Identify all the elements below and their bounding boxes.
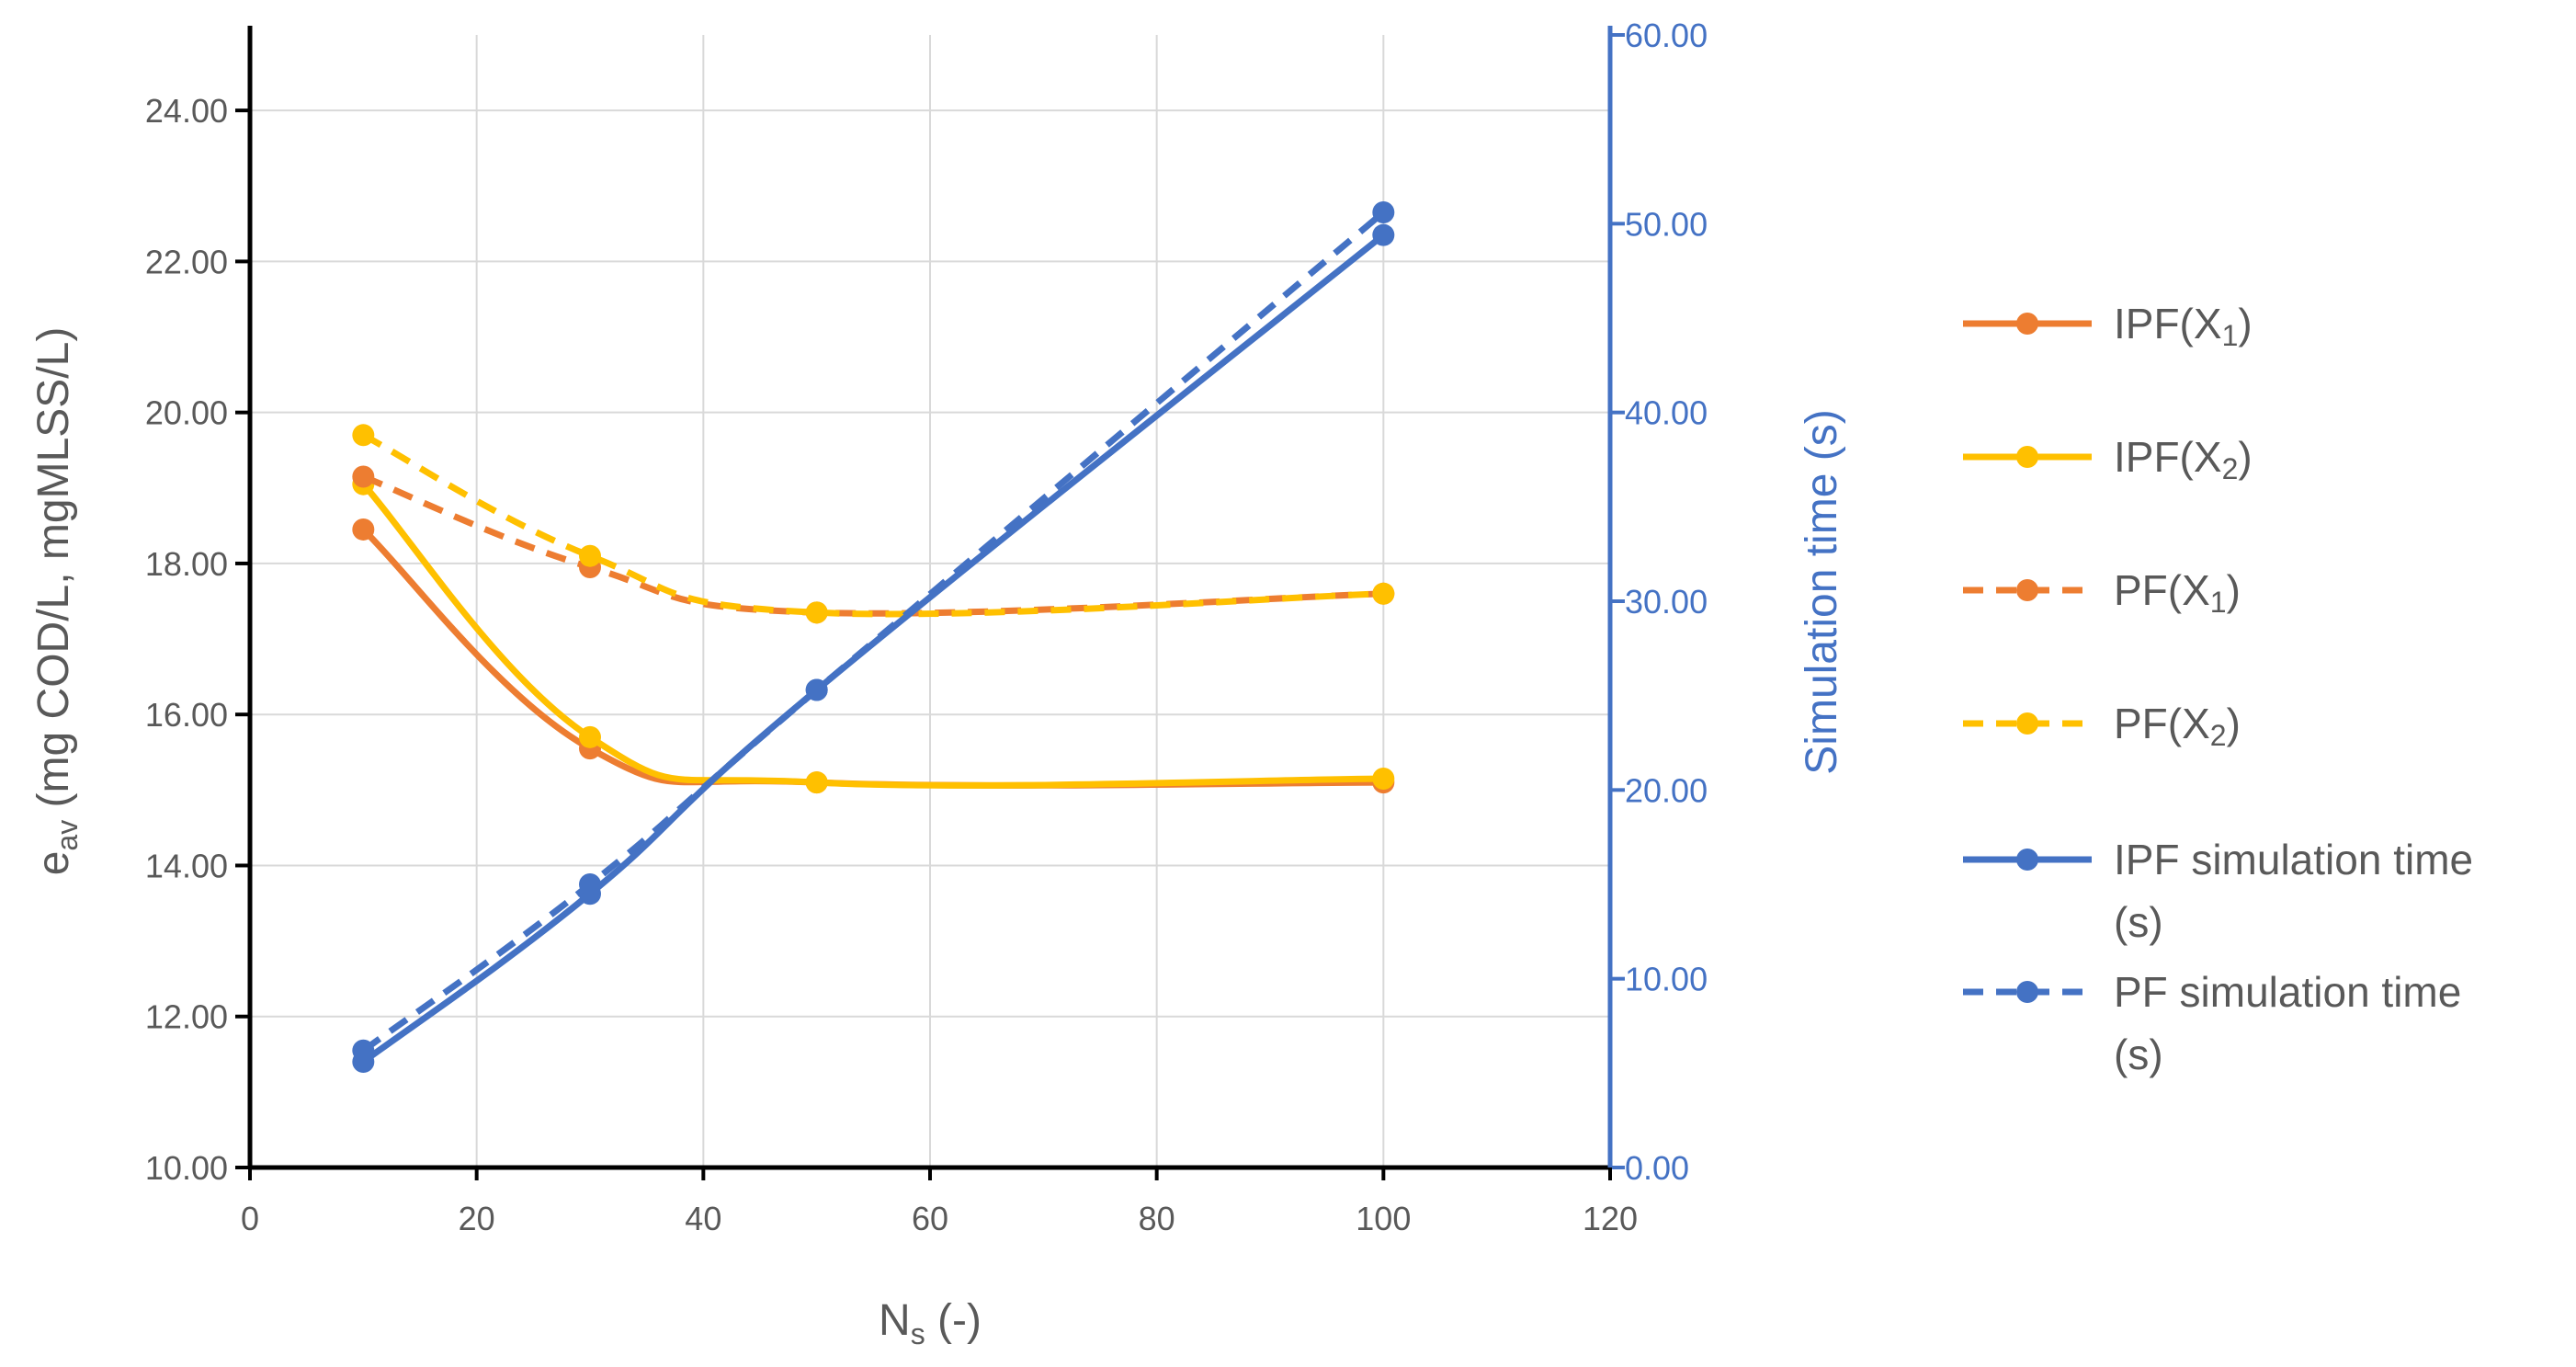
legend-swatch-marker-5 bbox=[2016, 981, 2038, 1003]
series-line-5 bbox=[361, 210, 1386, 1054]
series-line-1 bbox=[359, 481, 1387, 789]
y2-tick-label: 50.00 bbox=[1625, 205, 1708, 243]
x-tick-label: 0 bbox=[241, 1200, 259, 1237]
y2-tick-label: 20.00 bbox=[1625, 771, 1708, 809]
axes-layer: 10.00 12.00 14.00 16.00 18.00 20.00 22.00 24.00… bbox=[29, 17, 1846, 1350]
x-tick-label: 120 bbox=[1583, 1200, 1638, 1237]
legend-label-5: PF simulation time bbox=[2114, 968, 2461, 1016]
series-point-1-1 bbox=[579, 725, 601, 748]
y2-axis-title: Simulation time (s) bbox=[1798, 409, 1846, 774]
y2-tick-label: 30.00 bbox=[1625, 583, 1708, 621]
y-tick-label: 14.00 bbox=[145, 847, 228, 884]
series-point-5-1 bbox=[579, 873, 601, 895]
series-point-3-2 bbox=[805, 601, 828, 624]
series-point-3-0 bbox=[352, 424, 375, 447]
legend-swatch-marker-3 bbox=[2016, 712, 2038, 735]
y-tick-label: 16.00 bbox=[145, 696, 228, 734]
series-line-2 bbox=[362, 473, 1384, 617]
y2-tick-label: 10.00 bbox=[1625, 961, 1708, 998]
legend-swatch-marker-0 bbox=[2016, 313, 2038, 335]
series-point-1-2 bbox=[805, 771, 828, 794]
legend-label-line2-5: (s) bbox=[2114, 1031, 2163, 1078]
series-point-3-3 bbox=[1372, 582, 1395, 605]
x-axis-title: Ns (-) bbox=[879, 1296, 982, 1350]
series-point-5-0 bbox=[352, 1039, 375, 1062]
legend-label-0: IPF(X1) bbox=[2114, 300, 2253, 352]
y-tick-label: 22.00 bbox=[145, 243, 228, 280]
legend-swatch-marker-1 bbox=[2016, 446, 2038, 468]
series-point-4-3 bbox=[1372, 223, 1395, 246]
series-point-5-2 bbox=[805, 678, 828, 701]
y2-tick-label: 0.00 bbox=[1625, 1149, 1689, 1187]
series-point-2-0 bbox=[352, 465, 375, 488]
y-tick-label: 10.00 bbox=[145, 1149, 228, 1187]
y2-tick-label: 40.00 bbox=[1625, 394, 1708, 432]
series-point-3-1 bbox=[579, 544, 601, 567]
legend-label-3: PF(X2) bbox=[2114, 700, 2241, 752]
y-axis-title: eav (mg COD/L, mgMLSS/L) bbox=[29, 327, 84, 876]
legend-label-4: IPF simulation time bbox=[2114, 836, 2473, 883]
series-line-0 bbox=[359, 526, 1387, 789]
series-point-5-3 bbox=[1372, 201, 1395, 224]
legend-swatch-marker-2 bbox=[2016, 579, 2038, 601]
series-line-3 bbox=[361, 432, 1384, 618]
legend-layer: IPF(X1) IPF(X2) PF(X1) PF(X2) IPF simulation… bbox=[1963, 300, 2473, 1078]
y-tick-label: 20.00 bbox=[145, 394, 228, 432]
x-tick-label: 100 bbox=[1356, 1200, 1411, 1237]
legend-swatch-marker-4 bbox=[2016, 849, 2038, 871]
y-tick-label: 24.00 bbox=[145, 92, 228, 130]
series-layer bbox=[352, 201, 1395, 1074]
x-tick-label: 20 bbox=[459, 1200, 495, 1237]
y2-tick-label: 60.00 bbox=[1625, 17, 1708, 54]
x-tick-label: 40 bbox=[685, 1200, 721, 1237]
legend-label-2: PF(X1) bbox=[2114, 566, 2241, 619]
x-tick-label: 80 bbox=[1139, 1200, 1175, 1237]
y-tick-label: 18.00 bbox=[145, 545, 228, 583]
y-tick-label: 12.00 bbox=[145, 998, 228, 1036]
legend-label-line2-4: (s) bbox=[2114, 898, 2163, 946]
series-point-1-3 bbox=[1372, 768, 1395, 791]
x-tick-label: 60 bbox=[912, 1200, 948, 1237]
legend-label-1: IPF(X2) bbox=[2114, 433, 2253, 485]
series-line-4 bbox=[359, 232, 1387, 1065]
series-point-0-0 bbox=[352, 518, 375, 541]
